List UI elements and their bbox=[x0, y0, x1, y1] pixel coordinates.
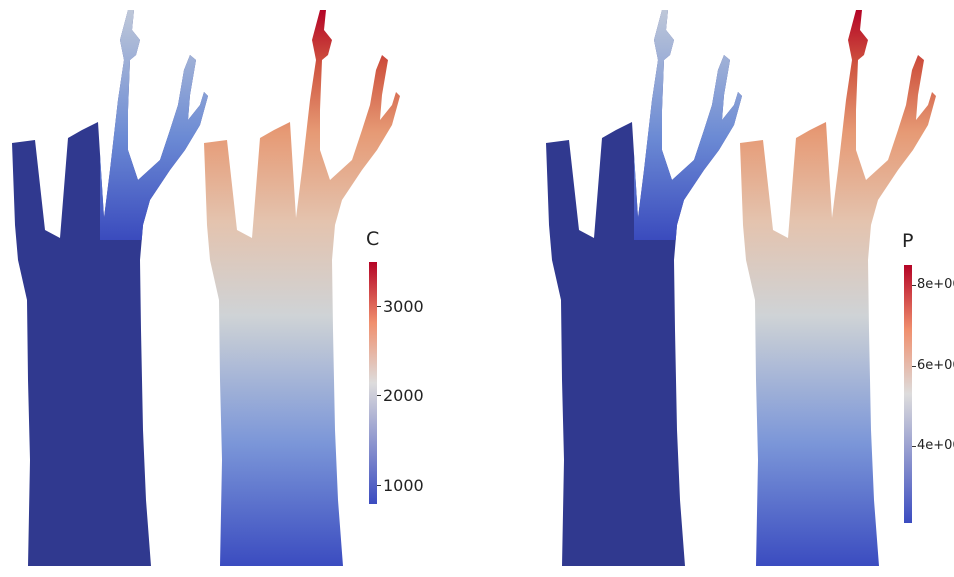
colorbar-tick-mark bbox=[377, 306, 381, 307]
colorbar-tick-label: 2000 bbox=[383, 386, 424, 405]
panel-p: P 4e+06 6e+06 8e+06 bbox=[534, 0, 954, 577]
colorbar-title: P bbox=[902, 230, 914, 252]
colorbar-bar bbox=[904, 265, 912, 523]
colorbar-tick-mark bbox=[912, 285, 916, 286]
tree-flat-p bbox=[546, 10, 742, 566]
colorbar-tick-label: 4e+06 bbox=[917, 438, 954, 453]
colorbar-title: C bbox=[366, 228, 380, 250]
colorbar-tick-label: 6e+06 bbox=[917, 358, 954, 373]
colorbar-bar bbox=[369, 262, 377, 504]
colorbar-tick-mark bbox=[912, 446, 916, 447]
colorbar-tick-label: 1000 bbox=[383, 476, 424, 495]
colorbar-tick-label: 8e+06 bbox=[917, 277, 954, 292]
tree-flat-c bbox=[12, 10, 208, 566]
colorbar-tick-mark bbox=[377, 485, 381, 486]
panel-c: C 1000 2000 3000 bbox=[12, 10, 424, 566]
colorbar-tick-mark bbox=[912, 366, 916, 367]
colorbar-tick-mark bbox=[377, 395, 381, 396]
colorbar-tick-label: 3000 bbox=[383, 297, 424, 316]
panel-p-render bbox=[546, 10, 936, 566]
